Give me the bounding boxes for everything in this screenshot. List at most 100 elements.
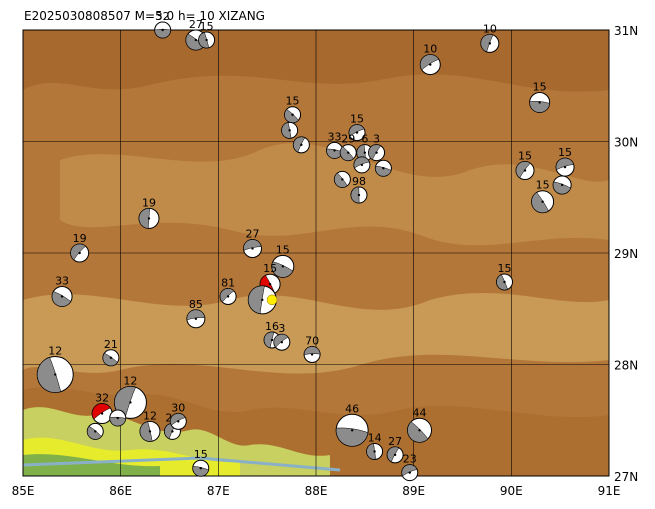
x-tick-label: 86E bbox=[109, 484, 132, 498]
beachball-center bbox=[109, 356, 113, 360]
x-tick-label: 88E bbox=[305, 484, 328, 498]
beachball-center bbox=[147, 217, 151, 220]
beachball-center bbox=[347, 151, 350, 154]
focal-mechanism: 12 bbox=[36, 345, 74, 394]
beachball-quadrant bbox=[326, 148, 343, 159]
depth-label: 33 bbox=[328, 130, 342, 143]
depth-label: 27 bbox=[388, 435, 402, 448]
depth-label: 15 bbox=[497, 262, 511, 275]
beachball-center bbox=[194, 38, 198, 42]
depth-label: 32 bbox=[95, 392, 109, 405]
beachball-center bbox=[116, 416, 119, 420]
beachball-center bbox=[538, 101, 541, 104]
beachball-quadrant bbox=[170, 413, 186, 426]
depth-label: 15 bbox=[558, 146, 572, 159]
depth-label: 21 bbox=[104, 338, 118, 351]
focal-mechanism: 15 bbox=[555, 146, 575, 177]
depth-label: 15 bbox=[518, 149, 532, 162]
beachball-center bbox=[429, 63, 432, 66]
depth-label: 3 bbox=[278, 322, 285, 335]
beachball-center bbox=[357, 193, 361, 197]
x-tick-label: 85E bbox=[12, 484, 35, 498]
beachball-quadrant bbox=[401, 464, 418, 477]
map-title: E2025030808507 M=5.0 h= 10 XIZANG bbox=[24, 9, 265, 23]
beachball-center bbox=[261, 298, 264, 302]
x-tick-label: 90E bbox=[500, 484, 523, 498]
beachball-center bbox=[393, 453, 397, 457]
beachball-center bbox=[268, 283, 272, 286]
beachball-quadrant bbox=[219, 288, 235, 303]
depth-label: 19 bbox=[142, 196, 156, 209]
depth-label: 15 bbox=[533, 80, 547, 93]
focal-mechanism bbox=[353, 156, 371, 174]
focal-mechanism: 81 bbox=[219, 276, 237, 305]
focal-mechanism: 15 bbox=[348, 113, 366, 142]
beachball-center bbox=[270, 338, 274, 342]
focal-mechanism: 15 bbox=[284, 95, 302, 124]
beachball-quadrant bbox=[353, 156, 370, 169]
beachball-center bbox=[541, 200, 544, 203]
depth-label: 23 bbox=[403, 453, 417, 466]
beachball-quadrant bbox=[552, 181, 571, 195]
beachball-quadrant bbox=[138, 208, 150, 229]
focal-mechanism bbox=[333, 170, 351, 188]
beachball-quadrant bbox=[375, 165, 392, 177]
beachball-center bbox=[291, 113, 294, 116]
depth-label: 46 bbox=[345, 402, 359, 415]
beachball-center bbox=[161, 28, 164, 32]
beachball-quadrant bbox=[293, 136, 306, 153]
beachball-center bbox=[300, 143, 303, 147]
focal-mechanism: 27 bbox=[243, 228, 263, 259]
beachball-quadrant bbox=[273, 333, 289, 348]
focal-mechanism bbox=[109, 409, 127, 427]
depth-label: 70 bbox=[305, 334, 319, 347]
focal-mechanism bbox=[86, 422, 104, 440]
beachball-center bbox=[363, 151, 367, 154]
beachball-quadrant bbox=[263, 331, 275, 349]
beachball-center bbox=[360, 163, 364, 167]
x-tick-label: 87E bbox=[207, 484, 230, 498]
focal-mechanism: 15 bbox=[198, 20, 216, 49]
beachball-center bbox=[129, 401, 132, 404]
focal-mechanism: 15 bbox=[529, 80, 551, 113]
depth-label: 32 bbox=[156, 10, 170, 23]
depth-label: 15 bbox=[200, 20, 214, 33]
beachball-center bbox=[226, 295, 230, 298]
beachball-quadrant bbox=[281, 122, 292, 139]
focal-mechanism: 15 bbox=[531, 179, 555, 214]
focal-mechanism: 3 bbox=[368, 133, 386, 162]
depth-label: 14 bbox=[368, 431, 382, 444]
x-tick-label: 91E bbox=[598, 484, 621, 498]
beachball-quadrant bbox=[198, 32, 210, 49]
beachball-center bbox=[563, 165, 567, 169]
beachball-center bbox=[560, 183, 564, 187]
beachball-quadrant bbox=[368, 144, 382, 160]
focal-mechanism: 29 bbox=[339, 133, 357, 162]
focal-mechanism bbox=[374, 159, 392, 177]
beachball-quadrant bbox=[407, 421, 429, 443]
beachball-center bbox=[310, 353, 314, 356]
beachball-quadrant bbox=[555, 157, 574, 171]
beachball-quadrant bbox=[339, 146, 355, 161]
epicenter bbox=[266, 294, 278, 306]
beachball-center bbox=[375, 151, 378, 154]
focal-mechanism: 14 bbox=[366, 431, 384, 460]
beachball-quadrant bbox=[109, 416, 126, 427]
focal-mechanism: 27 bbox=[386, 435, 404, 464]
beachball-center bbox=[148, 430, 152, 433]
focal-mechanism bbox=[281, 121, 299, 139]
depth-label: 10 bbox=[423, 43, 437, 56]
focal-mechanism: 3 bbox=[273, 322, 291, 351]
beachball-center bbox=[60, 295, 64, 298]
beachball-quadrant bbox=[91, 403, 111, 420]
focal-mechanism: 10 bbox=[480, 22, 500, 53]
beachball-quadrant bbox=[386, 446, 400, 463]
focal-mechanism: 32 bbox=[154, 10, 172, 39]
focal-mechanism: 85 bbox=[186, 298, 206, 329]
beachball-quadrant bbox=[496, 274, 508, 291]
y-tick-label: 29N bbox=[614, 247, 638, 261]
beachball-center bbox=[78, 251, 81, 255]
beachball-center bbox=[408, 471, 411, 474]
depth-label: 44 bbox=[413, 406, 427, 419]
